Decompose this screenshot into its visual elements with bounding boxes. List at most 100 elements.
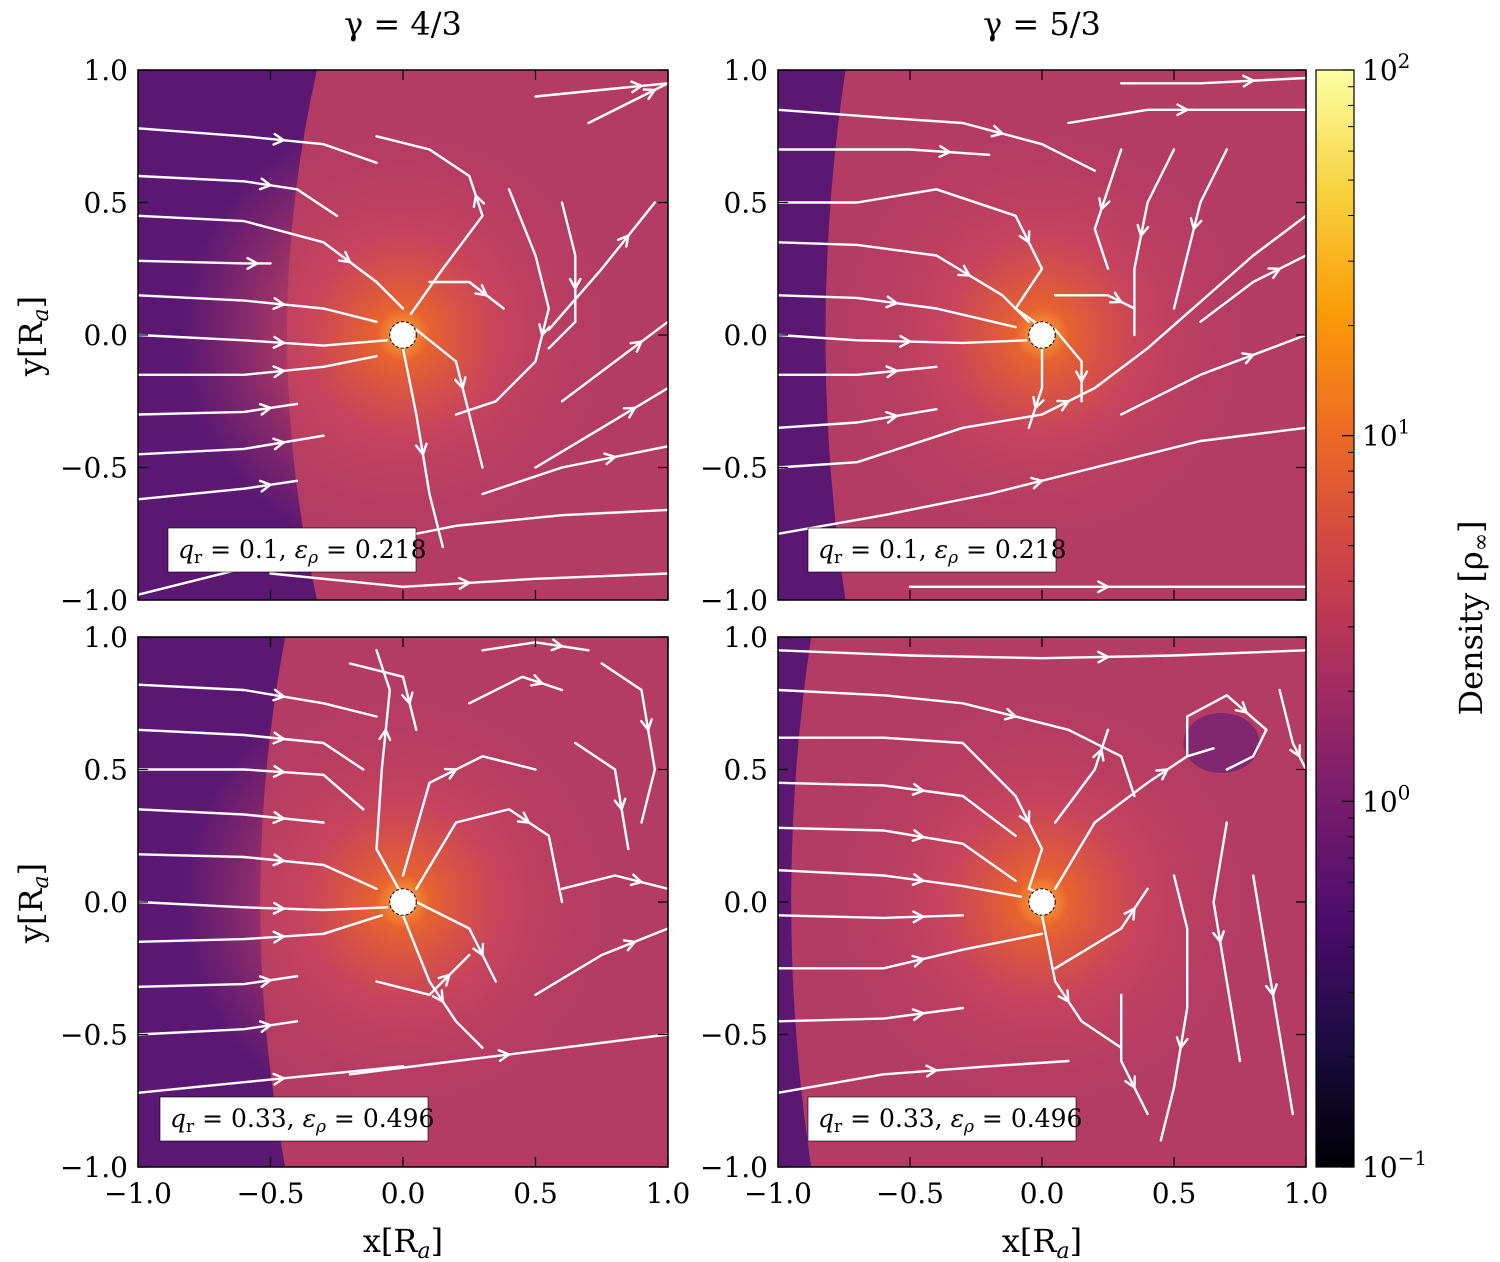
streamline [778,914,964,920]
streamline [375,953,471,996]
streamline-arrow [259,402,272,416]
accretor-circle [1028,888,1056,916]
streamline [778,1006,964,1023]
y-tick-label: 0.0 [83,886,128,919]
streamline [1027,347,1044,429]
streamline [778,736,1044,896]
panel-top-left: −1.0 −0.5 0.0 0.5 1.0 qr = 0.1, ερ = 0.218 [60,54,669,617]
streamline-arrow [990,124,1004,138]
streamline-arrow [550,638,564,652]
streamline-arrow [885,295,898,309]
streamline [778,148,991,156]
streamline [481,445,668,496]
streamline-arrow [378,728,392,742]
annotation-box: qr = 0.33, ερ = 0.496 [807,1096,1082,1142]
streamline [547,201,656,331]
streamline-arrow [938,145,951,158]
streamline-arrow [272,335,285,349]
y-tick-label: 1.0 [723,621,768,654]
streamline [375,649,405,898]
streamline [1054,328,1083,403]
streamline-arrow [603,452,617,466]
streamline-arrow [443,767,458,780]
streamline-arrow [911,873,925,886]
streamline [560,874,668,890]
streamline-arrow [629,340,643,353]
streamline-arrow [1098,197,1111,211]
y-tick-label: −1.0 [60,584,128,617]
streamline-arrow [272,437,285,451]
x-tick-label: 0.0 [1020,1177,1065,1210]
streamline-arrow [337,250,352,264]
streamline-arrow [1242,74,1255,88]
streamline-arrow [1265,983,1278,996]
streamline [138,1020,299,1036]
streamline-arrow [899,334,912,348]
streamline-arrow [1124,1075,1136,1089]
accretor-circle [1028,321,1056,349]
streamline-arrow [272,901,285,915]
annotation-box: qr = 0.1, ερ = 0.218 [167,527,427,573]
streamline [1054,294,1136,310]
y-tick-label: 1.0 [723,54,768,87]
streamline [138,402,299,416]
streamline [138,434,325,456]
panel-bottom-right: −1.0 −0.5 0.0 0.5 1.0 −1.0 −0.5 0.0 0.5 1.0 qr = 0… [700,621,1328,1210]
streamline-arrow [272,365,285,379]
streamline-arrow [259,177,272,191]
streamline [1054,747,1215,890]
y-tick-label: −1.0 [700,1151,768,1184]
streamline-arrow [530,674,544,687]
y-tick-label: −0.5 [700,452,768,485]
streamline [1054,887,1149,970]
annotation-text: qr = 0.33, ερ = 0.496 [170,1104,434,1137]
streamline [778,108,1096,172]
streamline-arrow [497,1049,511,1062]
streamline [468,675,564,705]
streamline-arrow [1267,267,1281,279]
streamline-arrow [885,365,898,379]
streamline-arrow [1032,395,1045,410]
y-tick-label: 0.5 [723,187,768,220]
streamline [560,320,668,403]
streamline-arrow [472,942,485,957]
streamline-arrow [1123,907,1136,921]
streamline [415,808,564,904]
streamline [778,365,938,376]
streamline-arrow [622,406,637,419]
colorbar-tick-label: 102 [1362,49,1410,87]
streamline [534,927,668,996]
streamline-arrow [911,829,925,842]
streamline-arrow [272,930,285,944]
x-tick-label: 1.0 [1284,1177,1329,1210]
streamline-arrow [1136,223,1150,237]
y-tick-label: −0.5 [60,452,128,485]
y-tick-label: 0.0 [723,886,768,919]
accretor-circle [389,321,417,349]
streamline [1120,993,1149,1116]
streamline-arrow [629,873,643,887]
streamline-arrow [1155,768,1169,781]
colorbar-tick-label: 10−1 [1362,1146,1427,1184]
streamline-arrow [642,88,656,101]
x-tick-label: −1.0 [744,1177,812,1210]
y-tick-label: −1.0 [60,1151,128,1184]
accretor-circle [389,888,417,916]
x-tick-label: 0.0 [381,1177,426,1210]
streamline-arrow [911,783,925,796]
streamline-arrow [272,811,285,824]
streamline [574,741,630,851]
streamline-arrow [1241,352,1255,365]
streamline [534,386,668,469]
x-tick-label: 0.5 [1152,1177,1197,1210]
streamline [348,662,418,731]
panel-bottom-left: −1.0 −0.5 0.0 0.5 1.0 −1.0 −0.5 0.0 0.5 1.0 qr = 0… [60,621,690,1210]
streamline-arrow [516,811,531,824]
streamline-arrow [437,973,451,987]
streamline [415,900,497,983]
streamline-arrow [272,132,285,146]
streamline-arrow [1097,580,1110,594]
low-density-bubble [1183,713,1260,773]
y-axis-label-bottom: y[Ra] [12,863,54,944]
streamline-arrow [1018,810,1031,824]
